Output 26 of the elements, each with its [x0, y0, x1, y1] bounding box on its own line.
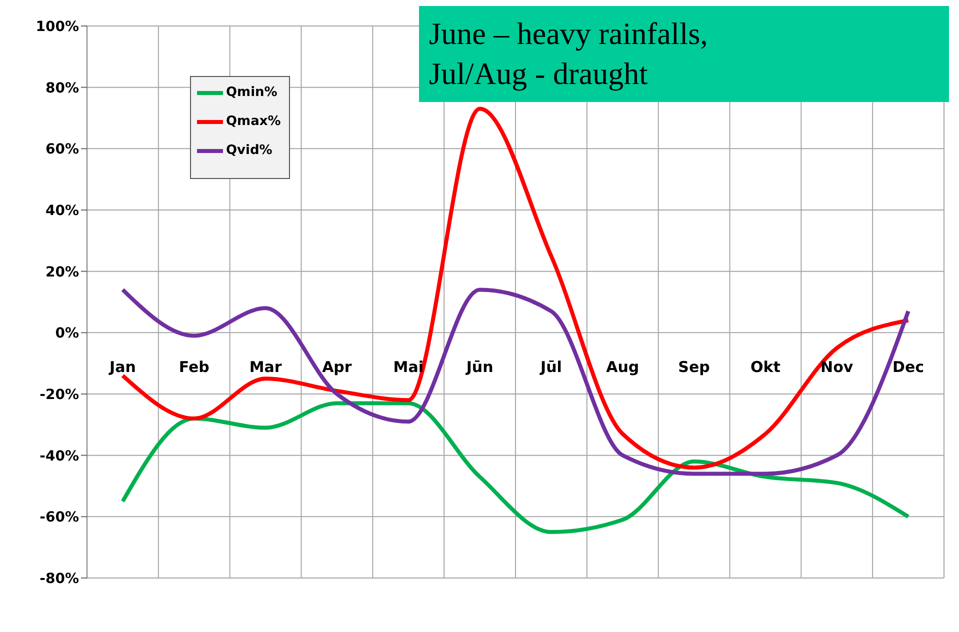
y-tick-label: 20%	[45, 264, 79, 280]
x-tick-label: Jūn	[465, 358, 494, 376]
note-box: June – heavy rainfalls, Jul/Aug - draught	[419, 6, 949, 102]
y-tick-label: -40%	[40, 448, 79, 464]
legend-label: Qmin%	[226, 85, 278, 100]
x-tick-label: Aug	[606, 358, 640, 376]
y-tick-label: 80%	[45, 80, 79, 96]
line-series	[120, 401, 910, 534]
x-tick-label: Feb	[178, 358, 210, 376]
x-tick-label: Apr	[322, 358, 352, 376]
y-tick-label: 100%	[36, 18, 79, 35]
y-tick-label: -60%	[40, 510, 79, 526]
x-tick-label: Mar	[249, 358, 282, 376]
x-tick-label: Okt	[750, 358, 780, 376]
y-tick-label: 0%	[55, 326, 79, 342]
legend-label: Qvid%	[226, 143, 272, 158]
x-tick-label: Sep	[678, 358, 710, 376]
y-tick-label: 40%	[45, 202, 79, 219]
legend-label: Qmax%	[226, 114, 281, 129]
x-tick-label: Jan	[108, 358, 136, 376]
y-tick-label: -20%	[40, 386, 79, 403]
x-tick-label: Dec	[892, 358, 924, 376]
y-tick-label: -80%	[40, 570, 79, 587]
x-tick-label: Jūl	[540, 358, 562, 376]
y-tick-label: 60%	[45, 142, 79, 158]
x-tick-label: Nov	[820, 358, 854, 376]
